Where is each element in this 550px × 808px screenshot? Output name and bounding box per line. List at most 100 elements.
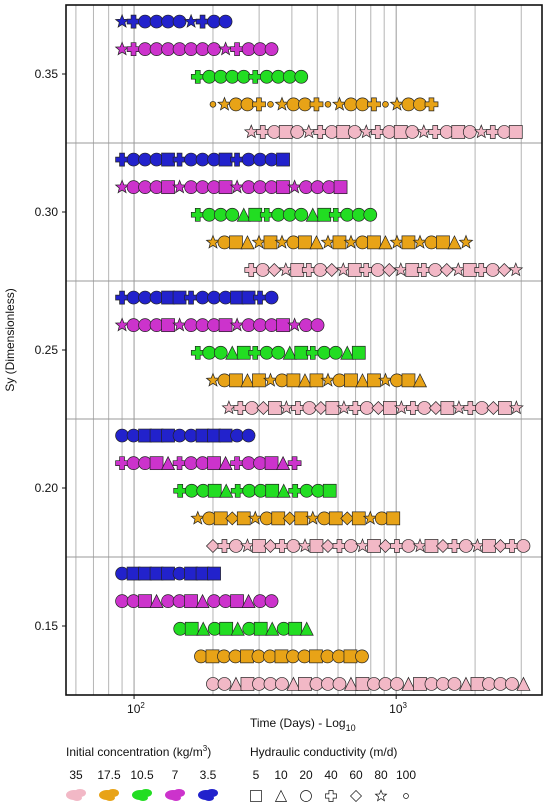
- marker-square: [241, 290, 256, 305]
- marker-cross: [248, 69, 263, 84]
- marker-circle: [355, 97, 370, 112]
- marker-triangle: [309, 235, 324, 250]
- marker-circle: [253, 180, 267, 195]
- marker-circle: [213, 207, 228, 222]
- marker-circle: [138, 180, 152, 195]
- marker-square: [276, 180, 290, 195]
- marker-diamond: [435, 538, 450, 553]
- marker-square: [351, 511, 366, 526]
- marker-square: [264, 456, 279, 471]
- marker-circle: [217, 373, 232, 388]
- marker-circle: [195, 180, 210, 195]
- marker-star: [243, 124, 259, 139]
- marker-circle: [324, 125, 339, 139]
- marker-small-circle: [382, 101, 389, 108]
- marker-circle: [207, 290, 221, 305]
- marker-triangle: [458, 676, 474, 691]
- marker-circle: [196, 483, 211, 498]
- marker-square: [274, 649, 289, 664]
- marker-circle: [149, 318, 164, 333]
- marker-cross: [485, 125, 500, 139]
- marker-cross: [309, 97, 324, 112]
- marker-square: [230, 594, 244, 609]
- marker-square: [325, 401, 340, 415]
- series-c35-sy0_25: [221, 400, 524, 415]
- marker-diamond: [263, 538, 278, 553]
- marker-circle: [286, 235, 301, 250]
- marker-cross: [126, 42, 141, 57]
- swatch-blob: [204, 795, 214, 801]
- marker-circle: [264, 318, 279, 333]
- marker-triangle: [219, 483, 234, 498]
- marker-cross: [233, 401, 248, 415]
- marker-circle: [275, 677, 289, 691]
- marker-square: [138, 428, 152, 443]
- marker-circle: [253, 318, 267, 333]
- marker-square: [205, 649, 220, 664]
- marker-circle: [207, 180, 221, 195]
- marker-square: [218, 180, 233, 195]
- marker-square: [286, 373, 301, 388]
- marker-circle: [462, 125, 477, 139]
- marker-circle: [271, 345, 286, 360]
- marker-circle: [138, 318, 152, 333]
- x-tick-label: 103: [389, 701, 407, 716]
- y-tick-label: 0.35: [35, 67, 59, 81]
- marker-circle: [263, 649, 277, 664]
- legend-cross-icon: [325, 790, 337, 802]
- series-c7-sy0_20: [115, 455, 302, 471]
- marker-cross: [259, 207, 274, 222]
- marker-square: [309, 373, 324, 388]
- series-c10_5-sy0_15: [173, 621, 314, 636]
- marker-square: [248, 207, 263, 222]
- marker-square: [383, 401, 397, 415]
- marker-triangle: [297, 373, 313, 388]
- series-c17_5-sy0_35: [209, 96, 439, 112]
- marker-cross: [217, 539, 232, 553]
- marker-cross: [287, 456, 302, 471]
- marker-circle: [294, 207, 309, 222]
- marker-circle: [328, 345, 343, 360]
- marker-cross: [390, 539, 404, 553]
- marker-circle: [126, 428, 141, 443]
- marker-triangle: [218, 455, 233, 471]
- marker-square: [207, 566, 221, 581]
- marker-cross: [332, 539, 347, 553]
- legend-conductivity-label: 5: [253, 768, 260, 782]
- marker-circle: [126, 290, 141, 305]
- marker-diamond: [205, 538, 220, 553]
- marker-circle: [184, 152, 198, 167]
- marker-star: [416, 124, 432, 139]
- marker-triangle: [240, 235, 255, 250]
- marker-circle: [355, 649, 369, 664]
- marker-square: [207, 483, 222, 498]
- marker-cross: [505, 539, 519, 553]
- marker-square: [343, 649, 358, 664]
- marker-circle: [161, 14, 175, 29]
- marker-star: [229, 179, 245, 194]
- marker-circle: [195, 42, 210, 57]
- marker-circle: [275, 373, 289, 388]
- marker-triangle: [195, 593, 210, 609]
- marker-circle: [309, 677, 324, 691]
- marker-star: [332, 96, 347, 111]
- marker-square: [218, 152, 233, 167]
- marker-circle: [229, 97, 243, 112]
- marker-star: [278, 262, 294, 277]
- marker-star: [240, 538, 255, 553]
- marker-circle: [161, 594, 175, 609]
- series-c17_5-sy0_30: [205, 234, 474, 250]
- marker-diamond: [486, 400, 501, 415]
- marker-circle: [213, 69, 228, 84]
- marker-square: [470, 677, 485, 691]
- marker-triangle: [401, 676, 416, 691]
- legend-concentration-swatch: [99, 789, 119, 801]
- marker-circle: [184, 483, 199, 498]
- x-axis-title: Time (Days) - Log10: [250, 716, 356, 733]
- legend-triangle-icon: [274, 789, 288, 802]
- marker-square: [161, 566, 175, 581]
- marker-circle: [482, 677, 496, 691]
- y-axis-title: Sy (Dimensionless): [3, 288, 17, 391]
- marker-circle: [264, 594, 279, 609]
- marker-circle: [340, 207, 355, 222]
